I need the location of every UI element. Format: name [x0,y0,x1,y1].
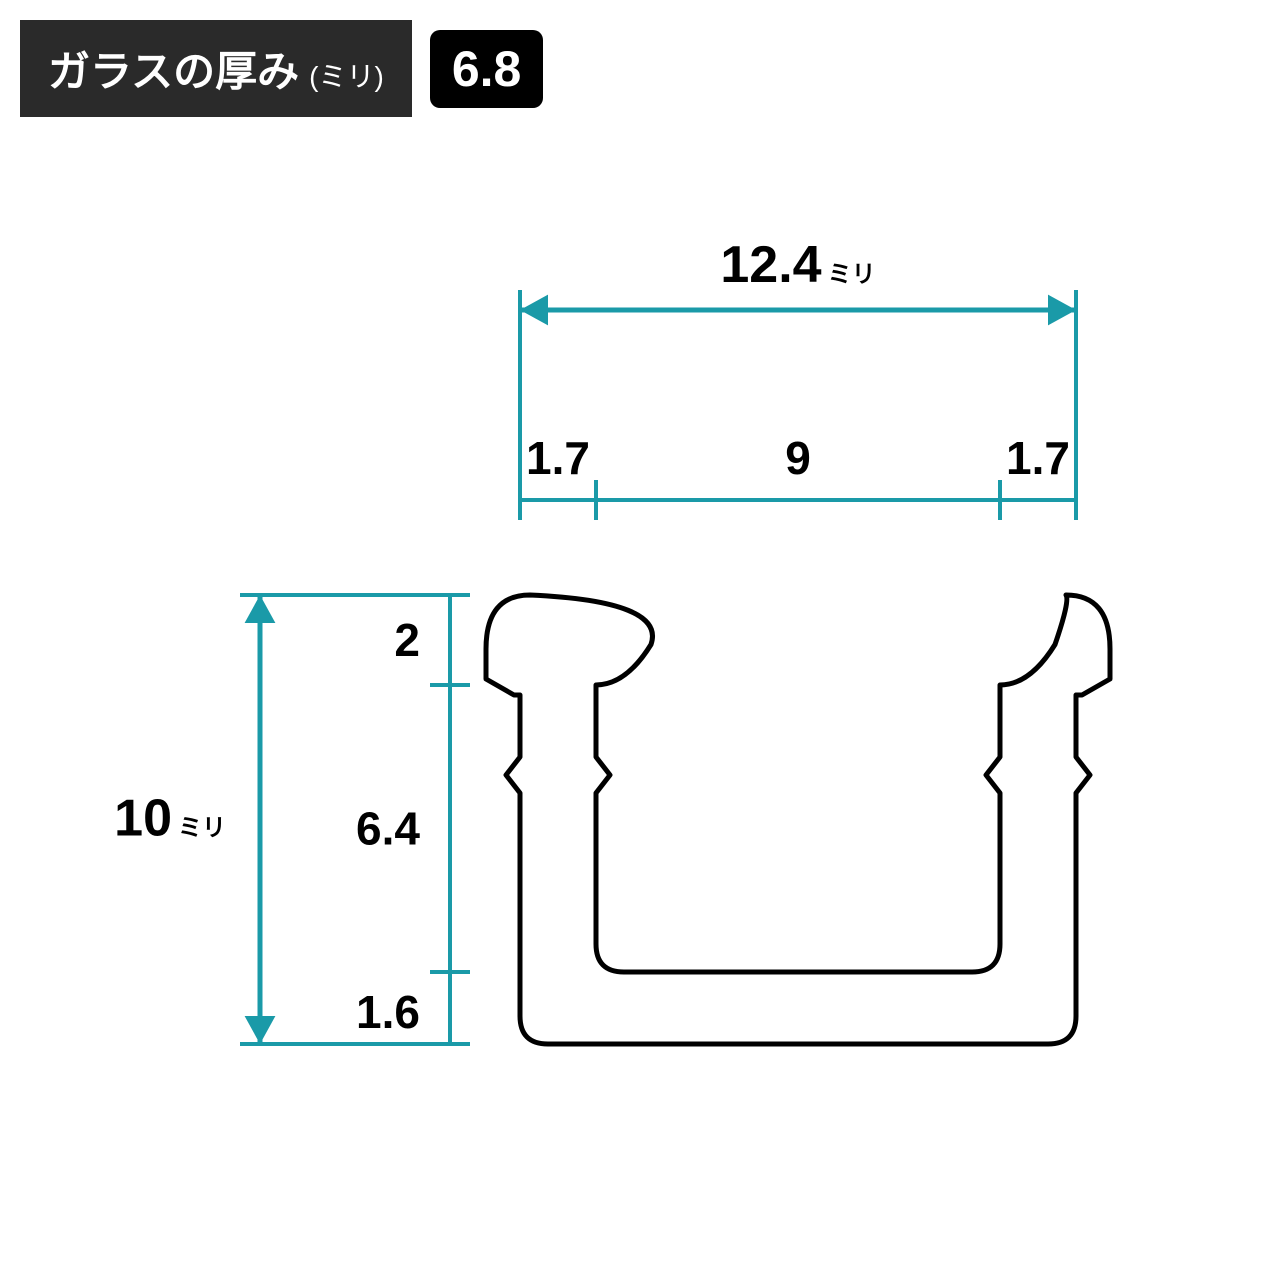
svg-text:2: 2 [394,614,420,666]
svg-text:1.7: 1.7 [526,432,590,484]
dimension-drawing: 12.4ミリ 1.7 9 1.7 10ミリ 2 6.4 1.6 [0,0,1280,1280]
svg-text:12.4ミリ: 12.4ミリ [720,236,875,294]
gasket-profile [486,595,1110,1044]
svg-text:1.7: 1.7 [1006,432,1070,484]
svg-text:10ミリ: 10ミリ [114,790,226,848]
svg-text:6.4: 6.4 [356,803,420,855]
svg-text:9: 9 [785,432,811,484]
svg-text:1.6: 1.6 [356,986,420,1038]
